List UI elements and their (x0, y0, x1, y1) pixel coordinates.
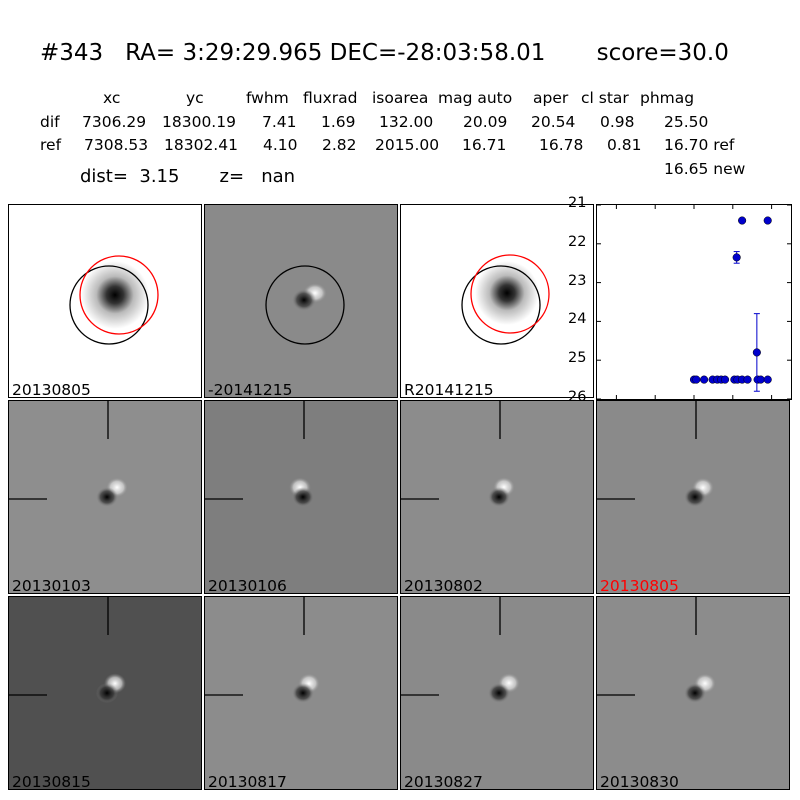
cell: 18302.41 (164, 136, 238, 154)
tile-label: 20130805 (12, 381, 91, 398)
tile-label: R20141215 (404, 381, 494, 398)
detection-circle (69, 265, 149, 345)
data-point (720, 375, 730, 384)
image-tile-epoch: 20130802 (400, 400, 594, 594)
y-tick-label: 25 (568, 350, 587, 367)
col-yc: yc (186, 89, 204, 107)
dist-readout: dist= 3.15 z= nan (80, 166, 296, 187)
reference-star-image (69, 255, 159, 345)
detection-circle (461, 265, 541, 345)
cell: 2.82 (322, 136, 357, 154)
tile-label: 20130106 (208, 577, 287, 594)
image-tile-epoch: 20130827 (400, 596, 594, 790)
image-tile-epoch: 20130817 (204, 596, 398, 790)
col-xc: xc (103, 89, 121, 107)
image-tile-difference: -20141215 (204, 204, 398, 398)
cell: 20.54 (531, 113, 576, 131)
col-clstar: cl star (581, 89, 629, 107)
cell: 18300.19 (162, 113, 236, 131)
cell: 132.00 (379, 113, 434, 131)
epoch-difference-image (401, 597, 520, 703)
col-fluxrad: fluxrad (303, 89, 358, 107)
cell: 16.70 ref (664, 136, 735, 154)
phmag-new: 16.65 new (664, 160, 746, 178)
data-point (732, 253, 741, 262)
epoch-difference-image (205, 597, 320, 703)
tile-label: 20130815 (12, 773, 91, 790)
cell: 1.69 (321, 113, 356, 131)
cell: 16.78 (539, 136, 584, 154)
tile-label: -20141215 (208, 381, 293, 398)
data-point (692, 375, 701, 384)
cell: 20.09 (463, 113, 508, 131)
col-aper: aper (533, 89, 569, 107)
reference-circle (470, 254, 550, 334)
negative-residual (684, 683, 706, 703)
image-tile-epoch: 20130103 (8, 400, 202, 594)
col-phmag: phmag (640, 89, 695, 107)
col-isoarea: isoarea (372, 89, 429, 107)
col-magauto: mag auto (438, 89, 513, 107)
negative-residual (488, 683, 510, 703)
y-tick-label: 22 (568, 233, 587, 250)
negative-residual (96, 683, 118, 703)
y-tick-label: 21 (568, 195, 587, 211)
epoch-difference-image (9, 401, 128, 507)
image-tile-epoch: 20130830 (596, 596, 790, 790)
cell: 16.71 (462, 136, 507, 154)
image-tile-reference: 20130805 (8, 204, 202, 398)
data-point (700, 375, 709, 384)
reference-circle (79, 255, 159, 335)
light-curve-canvas (597, 204, 791, 400)
cell: 0.98 (600, 113, 635, 131)
tile-label: 20130103 (12, 577, 91, 594)
image-tile-epoch: 20130805 (596, 400, 790, 594)
cell: 4.10 (263, 136, 298, 154)
row-ref-label: ref (40, 136, 62, 154)
y-tick-label: 23 (568, 272, 587, 289)
detection-circle (265, 265, 345, 345)
data-point (756, 375, 765, 384)
image-tile-reference-new: R20141215 (400, 204, 594, 398)
epoch-difference-image (9, 597, 126, 703)
light-curve-plot (596, 204, 792, 400)
y-tick-label: 24 (568, 311, 587, 328)
epoch-difference-image (401, 401, 515, 507)
cell: 7308.53 (84, 136, 149, 154)
image-tile-epoch: 20130106 (204, 400, 398, 594)
cell: 25.50 (664, 113, 709, 131)
page-title: #343 RA= 3:29:29.965 DEC=-28:03:58.01 sc… (40, 40, 729, 66)
cell: 7306.29 (82, 113, 147, 131)
tile-label: 20130830 (600, 773, 679, 790)
data-point (743, 375, 752, 384)
epoch-difference-image (205, 401, 314, 507)
data-point (763, 216, 772, 225)
negative-residual (292, 683, 314, 703)
negative-residual (292, 487, 314, 507)
cell: 0.81 (607, 136, 642, 154)
difference-star-image (265, 265, 345, 345)
data-point (738, 216, 747, 225)
data-point (763, 375, 772, 384)
image-tile-epoch: 20130815 (8, 596, 202, 790)
negative-residual (488, 487, 510, 507)
epoch-difference-image (597, 597, 716, 703)
tile-label: 20130802 (404, 577, 483, 594)
data-point (752, 348, 761, 357)
tile-label: 20130827 (404, 773, 483, 790)
negative-residual (96, 487, 118, 507)
cell: 7.41 (262, 113, 297, 131)
negative-residual (684, 487, 706, 507)
reference-star-image (461, 254, 550, 345)
cell: 2015.00 (375, 136, 440, 154)
tile-label: 20130817 (208, 773, 287, 790)
epoch-difference-image (597, 401, 714, 507)
row-dif-label: dif (40, 113, 60, 131)
col-fwhm: fwhm (246, 89, 289, 107)
tile-label: 20130805 (600, 577, 679, 594)
